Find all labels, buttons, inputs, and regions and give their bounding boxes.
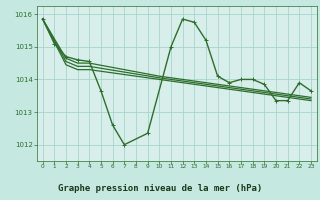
Text: Graphe pression niveau de la mer (hPa): Graphe pression niveau de la mer (hPa)	[58, 184, 262, 193]
